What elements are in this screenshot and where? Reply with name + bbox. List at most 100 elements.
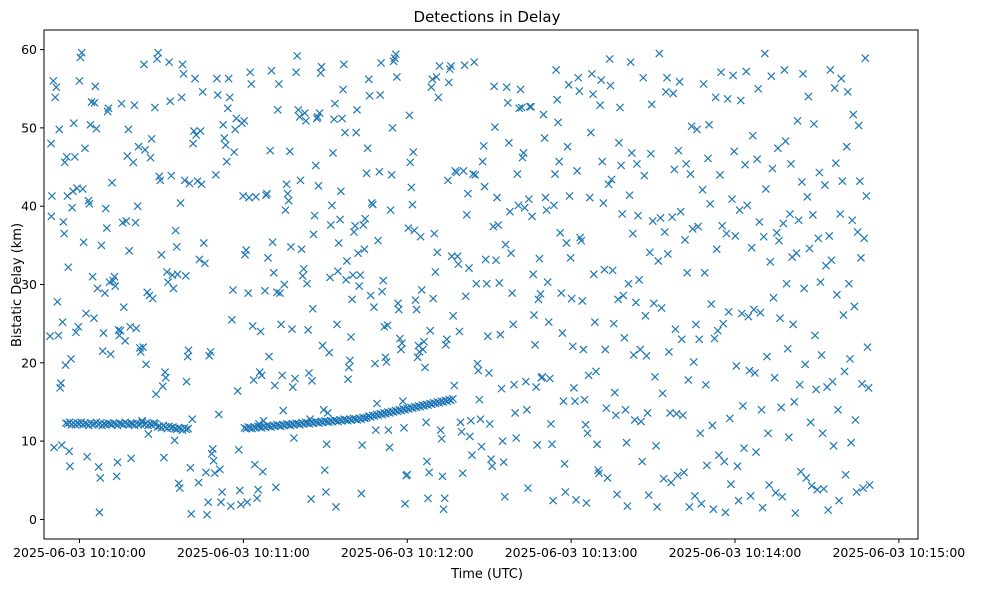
data-point — [147, 134, 156, 143]
x-tick-label: 2025-06-03 10:10:00 — [13, 545, 146, 560]
data-point — [273, 105, 282, 114]
data-point — [523, 484, 533, 493]
data-point — [294, 105, 303, 114]
data-point — [826, 65, 835, 74]
data-point — [101, 204, 110, 213]
data-point — [806, 418, 815, 427]
data-point — [253, 494, 262, 503]
data-point — [747, 243, 756, 252]
data-point — [459, 166, 468, 175]
data-point — [569, 383, 578, 392]
data-point — [322, 440, 331, 449]
data-point — [674, 146, 683, 155]
data-point — [693, 125, 702, 134]
data-point — [781, 137, 790, 146]
data-point — [189, 139, 198, 148]
data-point — [354, 249, 363, 258]
data-point — [479, 141, 488, 150]
data-point — [840, 367, 849, 376]
data-point — [558, 329, 567, 338]
data-point — [745, 366, 754, 375]
data-point — [328, 148, 337, 157]
data-point — [820, 181, 829, 190]
data-point — [570, 397, 579, 406]
x-tick-label: 2025-06-03 10:14:00 — [669, 545, 802, 560]
data-point — [836, 209, 845, 219]
data-point — [234, 445, 243, 454]
data-point — [553, 95, 562, 104]
data-point — [798, 69, 808, 78]
data-point — [463, 189, 472, 198]
data-point — [320, 466, 329, 475]
data-point — [841, 470, 850, 479]
data-point — [672, 409, 681, 418]
data-point — [522, 405, 531, 414]
data-point — [431, 267, 440, 276]
data-point — [628, 229, 637, 238]
data-point — [289, 433, 298, 443]
data-point — [776, 314, 785, 323]
data-point — [361, 214, 370, 223]
data-point — [254, 485, 263, 494]
data-point — [413, 353, 422, 362]
data-point — [604, 180, 613, 189]
data-point — [590, 318, 599, 327]
data-point — [211, 170, 220, 179]
data-point — [795, 380, 804, 389]
data-point — [738, 401, 747, 410]
data-point — [857, 379, 867, 388]
data-point — [668, 213, 677, 222]
data-point — [360, 414, 369, 423]
data-point — [162, 267, 171, 276]
data-point — [663, 249, 672, 258]
data-point — [470, 58, 479, 67]
data-point — [794, 216, 803, 225]
data-point — [426, 326, 435, 335]
data-point — [446, 61, 455, 71]
y-tick-label: 50 — [21, 120, 37, 135]
data-point — [472, 279, 481, 288]
data-point — [469, 170, 478, 179]
data-point — [620, 333, 629, 342]
data-point — [304, 368, 313, 378]
data-point — [679, 468, 688, 477]
data-point — [752, 448, 761, 457]
plot-area — [43, 29, 919, 540]
data-point — [855, 177, 864, 186]
data-point — [221, 141, 230, 150]
x-axis: 2025-06-03 10:10:00 2025-06-03 10:11:00 20… — [13, 539, 965, 560]
data-point — [722, 229, 731, 238]
data-point — [45, 332, 55, 341]
data-point — [649, 299, 658, 308]
data-point — [760, 49, 769, 58]
data-point — [47, 212, 56, 221]
data-point — [685, 502, 694, 511]
data-point — [587, 69, 596, 78]
data-point — [170, 436, 179, 445]
data-point — [378, 287, 387, 296]
data-point — [588, 90, 598, 99]
data-point — [240, 116, 249, 125]
data-point — [227, 315, 236, 324]
data-point — [290, 374, 300, 383]
data-point — [618, 209, 627, 219]
data-point — [480, 182, 489, 191]
data-point — [805, 244, 814, 253]
data-point — [384, 426, 393, 435]
data-point — [209, 456, 218, 465]
data-point — [336, 215, 345, 224]
data-point — [371, 426, 380, 435]
data-point — [113, 458, 122, 467]
data-point — [743, 201, 752, 210]
data-point — [377, 58, 386, 67]
data-point — [612, 490, 622, 499]
data-point — [484, 368, 493, 378]
data-point — [785, 209, 794, 219]
data-point — [327, 201, 336, 210]
data-point — [200, 259, 209, 268]
data-point — [337, 114, 347, 123]
data-point — [644, 491, 653, 500]
data-point — [408, 200, 417, 209]
data-point — [299, 264, 308, 273]
data-point — [450, 381, 459, 390]
